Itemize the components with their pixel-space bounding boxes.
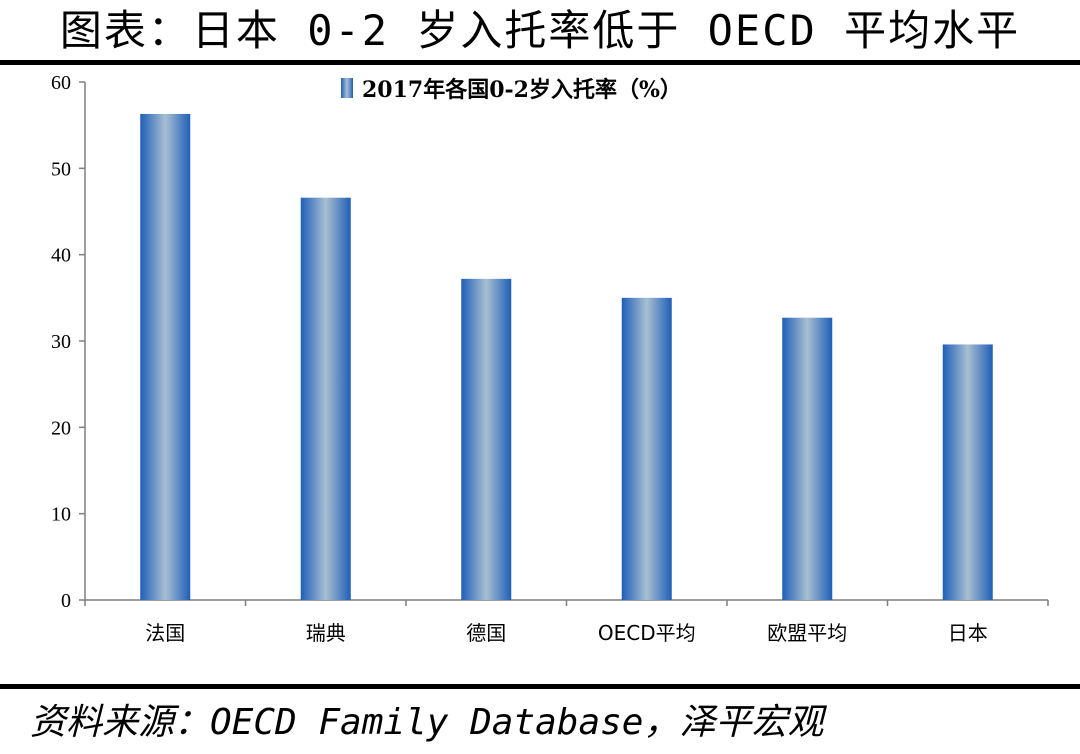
y-tick-label: 30 (51, 331, 71, 353)
bar (461, 278, 512, 600)
x-category-label: 欧盟平均 (767, 621, 847, 645)
bar (300, 197, 351, 601)
bars-group (140, 113, 993, 601)
legend: 2017年各国0-2岁入托率（%） (341, 77, 682, 103)
bar (621, 297, 672, 600)
bar (140, 113, 191, 600)
y-tick-label: 60 (51, 72, 71, 94)
source-divider (0, 684, 1080, 689)
y-tick-label: 20 (51, 417, 71, 439)
bar-chart: 0 10 20 30 40 50 60 法国 瑞典 德国 OECD平均 欧盟平均 日本 2017年各国0… (51, 72, 1049, 645)
x-category-label: 瑞典 (306, 621, 346, 645)
y-tick-label: 50 (51, 158, 71, 180)
x-category-label: 日本 (948, 621, 988, 645)
x-category-label: OECD平均 (598, 621, 696, 645)
y-tick-label: 40 (51, 245, 71, 267)
source-note: 资料来源：OECD Family Database，泽平宏观 (30, 702, 824, 743)
bar (942, 344, 993, 600)
x-category-label: 法国 (145, 621, 185, 645)
legend-swatch (341, 78, 353, 98)
legend-label: 2017年各国0-2岁入托率（%） (362, 77, 682, 103)
bar (782, 317, 833, 600)
y-tick-label: 10 (51, 504, 71, 526)
chart-title: 图表：日本 0-2 岁入托率低于 OECD 平均水平 (59, 6, 1021, 55)
y-tick-label: 0 (61, 590, 71, 612)
x-category-label: 德国 (466, 621, 506, 645)
axes: 0 10 20 30 40 50 60 法国 瑞典 德国 OECD平均 欧盟平均 日本 (51, 72, 1049, 645)
title-divider (0, 60, 1080, 65)
